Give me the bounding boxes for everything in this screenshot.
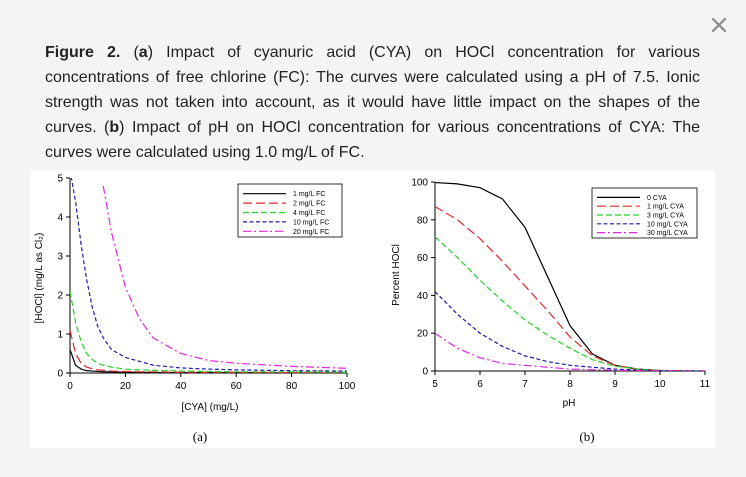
caption-run: b (109, 119, 120, 136)
y-axis-label: [HOCl] (mg/L as Cl₂) (34, 233, 45, 324)
caption-run: ) Impact of pH on HOCl concentration for… (45, 119, 701, 161)
y-tick-label: 3 (57, 252, 63, 263)
legend-box (237, 183, 343, 238)
legend-label: 0 CYA (647, 195, 667, 202)
x-axis-label: pH (563, 398, 576, 409)
y-tick-label: 2 (57, 291, 63, 302)
y-tick-label: 0 (57, 369, 63, 380)
x-tick-label: 5 (432, 379, 438, 390)
y-tick-label: 60 (417, 253, 429, 264)
x-tick-label: 6 (477, 379, 483, 390)
legend-label: 10 mg/L CYA (647, 221, 688, 228)
legend-box (591, 187, 698, 239)
series-line (102, 185, 347, 369)
series-line (70, 290, 347, 373)
caption-run: ) Impact of cyanuric acid (CYA) on HOCl … (45, 44, 700, 136)
x-tick-label: 100 (339, 381, 356, 392)
y-tick-label: 80 (417, 215, 429, 226)
legend-label: 3 mg/L CYA (647, 213, 684, 220)
y-tick-label: 0 (422, 367, 428, 378)
y-tick-label: 5 (57, 174, 63, 185)
x-tick-label: 8 (567, 379, 573, 390)
legend-label: 2 mg/L FC (293, 201, 325, 208)
series-line (435, 332, 705, 371)
series-line (70, 349, 347, 373)
x-tick-label: 0 (67, 381, 73, 392)
panel-label: (a) (193, 429, 207, 444)
x-tick-label: 9 (612, 379, 618, 390)
legend-label: 30 mg/L CYA (647, 230, 688, 237)
y-tick-label: 20 (417, 329, 429, 340)
y-tick-label: 40 (417, 291, 429, 302)
x-tick-label: 10 (654, 379, 666, 390)
series-line (435, 236, 705, 371)
x-tick-label: 20 (120, 381, 132, 392)
x-tick-label: 7 (522, 379, 528, 390)
y-tick-label: 100 (411, 178, 428, 189)
caption-run: Figure 2. (45, 44, 121, 61)
legend-label: 10 mg/L FC (293, 219, 329, 226)
x-axis-label: [CYA] (mg/L) (181, 402, 238, 413)
y-tick-label: 1 (57, 330, 63, 341)
legend-label: 1 mg/L FC (293, 191, 325, 198)
series-line (435, 291, 705, 371)
caption-run: a (138, 44, 148, 61)
x-tick-label: 11 (700, 379, 711, 390)
x-tick-label: 80 (286, 381, 298, 392)
y-tick-label: 4 (57, 213, 63, 224)
x-tick-label: 40 (175, 381, 187, 392)
legend-label: 20 mg/L FC (293, 229, 329, 236)
y-axis-label: Percent HOCl (391, 244, 402, 306)
close-button[interactable] (711, 17, 727, 33)
caption: Figure 2. (a) Impact of cyanuric acid (C… (45, 40, 700, 165)
series-line (70, 178, 347, 372)
legend-label: 4 mg/L FC (293, 210, 325, 217)
panel-label: (b) (579, 429, 594, 444)
x-tick-label: 60 (231, 381, 243, 392)
caption-run: ( (120, 44, 139, 61)
legend-label: 1 mg/L CYA (647, 204, 684, 211)
